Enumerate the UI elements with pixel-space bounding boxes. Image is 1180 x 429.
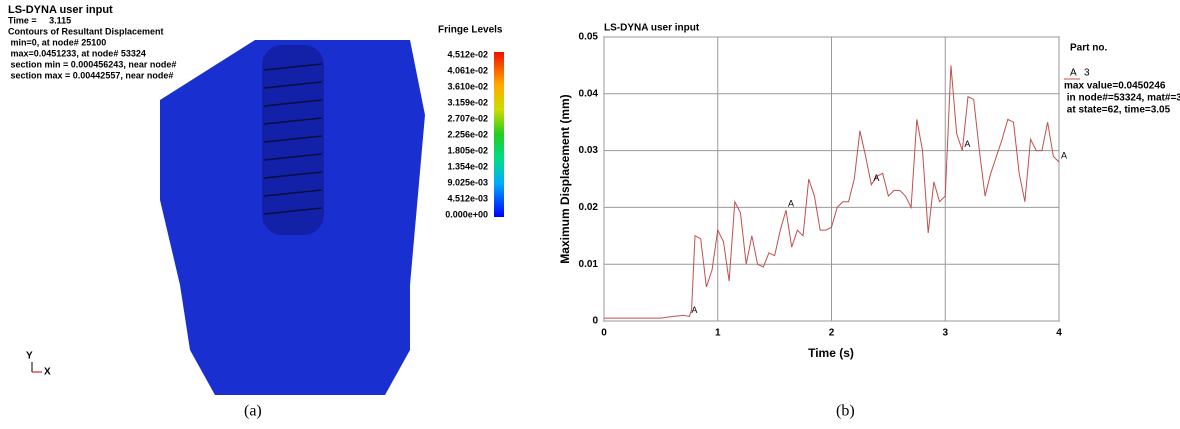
- model-info: max=0.0451233, at node# 53324: [8, 48, 146, 58]
- model-info: LS-DYNA user input: [8, 4, 113, 16]
- fringe-bar: [494, 52, 504, 217]
- legend-note: max value=0.0450246: [1064, 81, 1166, 92]
- implant: [262, 45, 324, 235]
- axis-y-label: Y: [26, 351, 33, 362]
- chart-title: LS-DYNA user input: [604, 23, 700, 34]
- legend-title: Part no.: [1070, 43, 1107, 54]
- fringe-label: 4.061e-02: [447, 65, 488, 75]
- figure: Y X Fringe Levels (a) (b) LS-DYNA user i…: [0, 0, 1180, 424]
- model-info: Time = 3.115: [8, 15, 71, 25]
- y-tick-label: 0.05: [579, 32, 599, 43]
- fringe-label: 0.000e+00: [445, 209, 488, 219]
- fringe-label: 3.610e-02: [447, 81, 488, 91]
- line-label: A: [964, 139, 970, 149]
- fringe-label: 3.159e-02: [447, 97, 488, 107]
- x-tick-label: 3: [942, 328, 948, 339]
- fringe-label: 2.707e-02: [447, 113, 488, 123]
- model-info: section max = 0.00442557, near node#: [8, 70, 173, 80]
- fringe-label: 1.805e-02: [447, 145, 488, 155]
- axis-triad: [32, 362, 42, 372]
- y-tick-label: 0.04: [579, 88, 599, 99]
- y-axis-label: Maximum Displacement (mm): [558, 94, 572, 263]
- model-info: min=0, at node# 25100: [8, 37, 106, 47]
- model-info: Contours of Resultant Displacement: [8, 26, 164, 36]
- fringe-label: 4.512e-02: [447, 49, 488, 59]
- fringe-label: 9.025e-03: [447, 177, 488, 187]
- x-tick-label: 4: [1056, 328, 1062, 339]
- x-axis-label: Time (s): [808, 346, 854, 360]
- fringe-title: Fringe Levels: [438, 25, 503, 36]
- legend-part: 3: [1084, 68, 1090, 79]
- fringe-label: 2.256e-02: [447, 129, 488, 139]
- axis-x-label: X: [44, 367, 51, 378]
- caption: (a): [244, 403, 262, 420]
- caption: (b): [836, 403, 855, 420]
- line-label: A: [1061, 150, 1067, 160]
- legend-label: A: [1070, 68, 1077, 79]
- fringe-label: 4.512e-03: [447, 193, 488, 203]
- y-tick-label: 0: [592, 316, 598, 327]
- line-label: A: [873, 173, 879, 183]
- line-label: A: [691, 305, 697, 315]
- x-tick-label: 2: [829, 328, 835, 339]
- y-tick-label: 0.02: [579, 202, 599, 213]
- legend-note: in node#=53324, mat#=3: [1064, 93, 1180, 104]
- line-label: A: [788, 199, 794, 209]
- x-tick-label: 1: [715, 328, 721, 339]
- y-tick-label: 0.03: [579, 145, 599, 156]
- x-tick-label: 0: [601, 328, 607, 339]
- model-info: section min = 0.000456243, near node#: [8, 59, 176, 69]
- fringe-label: 1.354e-02: [447, 161, 488, 171]
- legend-note: at state=62, time=3.05: [1064, 105, 1171, 116]
- y-tick-label: 0.01: [579, 259, 599, 270]
